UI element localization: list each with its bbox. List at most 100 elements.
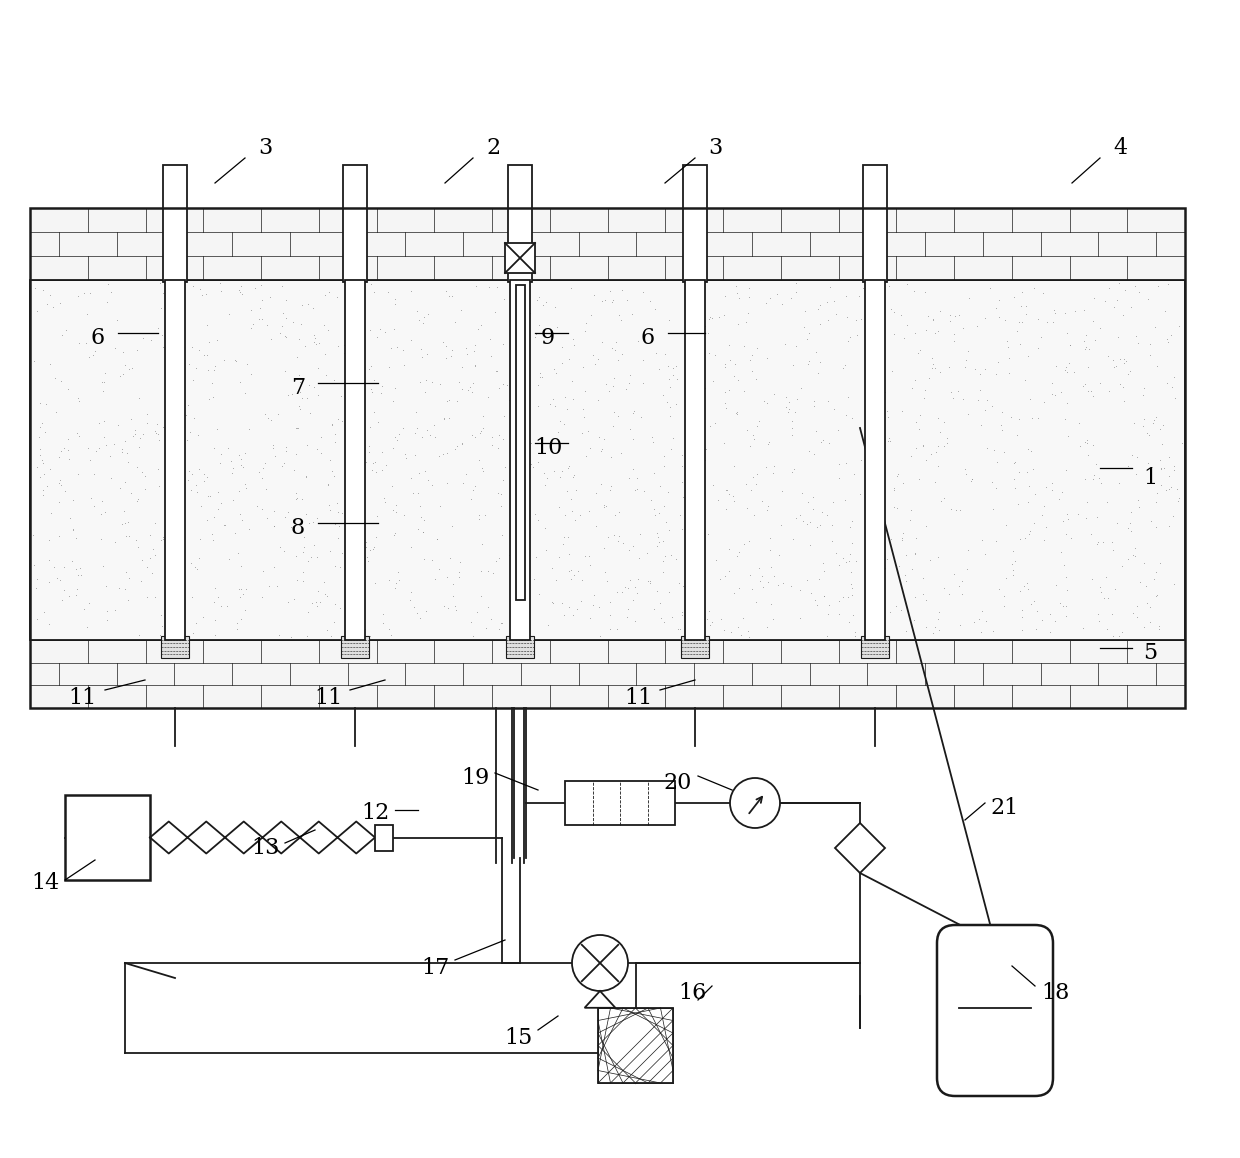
Point: [289, 330, 309, 349]
Point: [516, 442, 536, 461]
Point: [153, 528, 172, 547]
Text: 14: 14: [31, 872, 60, 894]
Point: [283, 313, 303, 331]
Point: [33, 281, 53, 300]
Point: [868, 285, 888, 303]
Point: [1035, 518, 1055, 536]
Point: [1081, 525, 1101, 543]
Point: [156, 360, 176, 379]
Point: [786, 510, 806, 528]
Point: [1069, 413, 1089, 432]
Point: [906, 413, 926, 432]
Point: [1151, 476, 1171, 494]
Point: [615, 578, 635, 596]
Point: [805, 397, 825, 416]
Point: [1081, 381, 1101, 400]
Point: [970, 381, 990, 400]
Point: [308, 548, 327, 566]
Point: [822, 516, 842, 535]
Point: [559, 456, 579, 475]
Point: [153, 337, 172, 356]
Point: [564, 466, 584, 484]
Point: [270, 324, 290, 343]
Point: [1076, 431, 1096, 449]
Point: [663, 428, 683, 447]
Point: [820, 278, 839, 296]
Point: [118, 592, 138, 610]
Point: [215, 515, 234, 534]
Point: [494, 290, 513, 308]
Point: [69, 559, 89, 578]
Point: [92, 529, 112, 548]
Point: [1118, 456, 1138, 475]
Point: [534, 519, 554, 537]
Point: [363, 454, 383, 472]
Point: [459, 381, 479, 400]
Point: [812, 431, 832, 449]
Point: [1126, 277, 1146, 295]
Point: [888, 464, 908, 483]
Point: [994, 444, 1014, 462]
Point: [83, 346, 103, 365]
Point: [281, 628, 301, 646]
Point: [404, 598, 424, 616]
Point: [672, 457, 692, 476]
Point: [603, 293, 622, 312]
Point: [963, 613, 983, 631]
Point: [24, 556, 43, 574]
Point: [584, 586, 604, 604]
Point: [724, 492, 744, 511]
Point: [286, 547, 306, 565]
Point: [122, 484, 141, 503]
Point: [135, 467, 155, 485]
Point: [470, 510, 490, 528]
Point: [274, 542, 294, 560]
Point: [363, 540, 383, 558]
Point: [572, 424, 591, 442]
Point: [647, 536, 667, 555]
Point: [365, 538, 384, 557]
Point: [479, 598, 498, 616]
Point: [314, 316, 334, 335]
Point: [893, 525, 913, 543]
Point: [580, 608, 600, 626]
Point: [497, 375, 517, 394]
Point: [226, 525, 246, 543]
Point: [910, 405, 930, 424]
Point: [613, 345, 632, 364]
Point: [36, 395, 56, 413]
Point: [900, 501, 920, 520]
Point: [63, 520, 83, 538]
Point: [841, 545, 861, 564]
Point: [415, 371, 435, 389]
Point: [1158, 516, 1178, 535]
Point: [186, 359, 206, 378]
Point: [1009, 581, 1029, 600]
Point: [521, 305, 541, 323]
Point: [294, 527, 314, 545]
Point: [465, 336, 485, 354]
Point: [1078, 492, 1097, 511]
Point: [945, 331, 965, 350]
Point: [229, 579, 249, 598]
Point: [916, 591, 936, 609]
Point: [471, 315, 491, 334]
Point: [351, 599, 371, 617]
Point: [144, 540, 164, 558]
Point: [365, 402, 384, 420]
Point: [988, 580, 1008, 599]
Point: [1115, 393, 1135, 411]
Point: [1104, 626, 1123, 645]
Point: [317, 321, 337, 339]
Point: [232, 455, 252, 474]
Point: [1128, 283, 1148, 301]
Point: [750, 572, 770, 591]
Point: [957, 559, 977, 578]
Point: [595, 563, 615, 581]
Point: [387, 496, 407, 514]
Point: [600, 606, 620, 624]
Point: [233, 284, 253, 302]
Point: [138, 587, 157, 606]
Point: [563, 329, 583, 347]
Point: [190, 549, 210, 567]
